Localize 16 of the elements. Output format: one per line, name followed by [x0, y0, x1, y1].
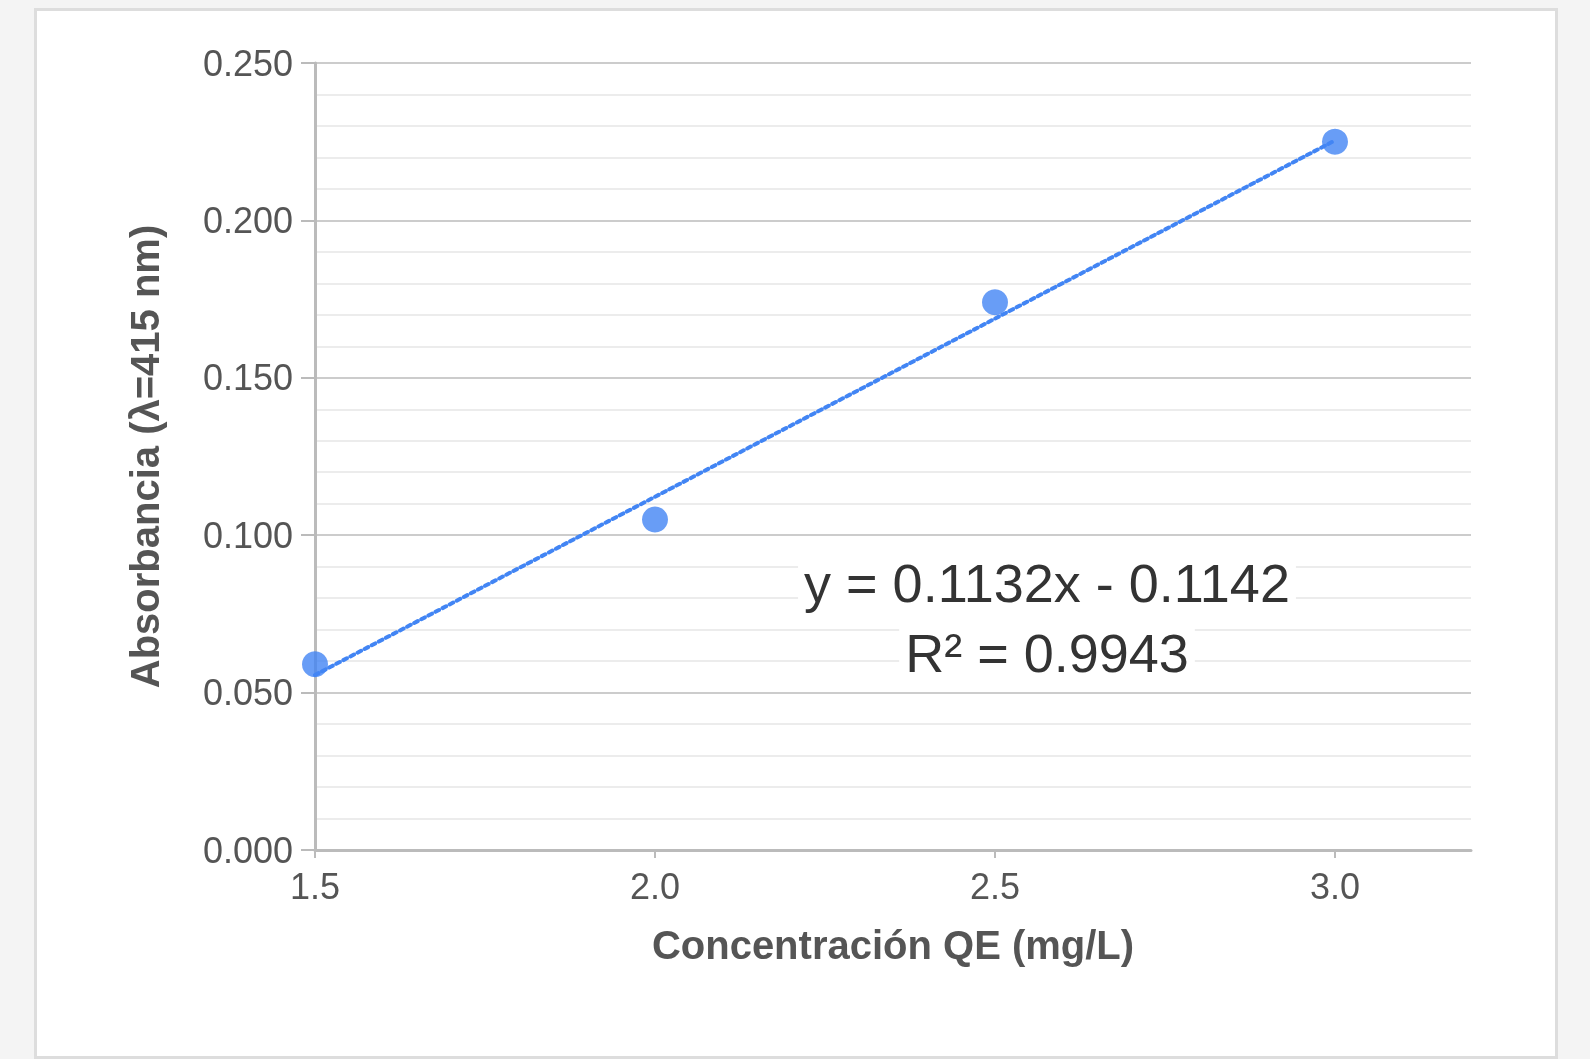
annotation: y = 0.1132x - 0.1142 [804, 553, 1290, 613]
point [1322, 128, 1348, 155]
y-tick-label: 0.150 [202, 357, 293, 399]
x-tick-label: 2.5 [969, 865, 1021, 907]
x-tick-label: 3.0 [1309, 865, 1361, 907]
annotation: R² = 0.9943 [905, 623, 1189, 683]
y-tick-label: 0.250 [202, 42, 293, 84]
x-axis-title: Concentración QE (mg/L) [651, 923, 1135, 967]
point [302, 651, 328, 678]
x-tick-label: 2.0 [629, 865, 681, 907]
point [982, 289, 1008, 316]
y-tick-label: 0.100 [202, 514, 293, 556]
y-tick-label: 0.200 [202, 199, 293, 241]
y-axis-title: Absorbancia (λ=415 nm) [123, 224, 167, 689]
y-tick-label: 0.050 [202, 672, 293, 714]
point [642, 506, 668, 533]
